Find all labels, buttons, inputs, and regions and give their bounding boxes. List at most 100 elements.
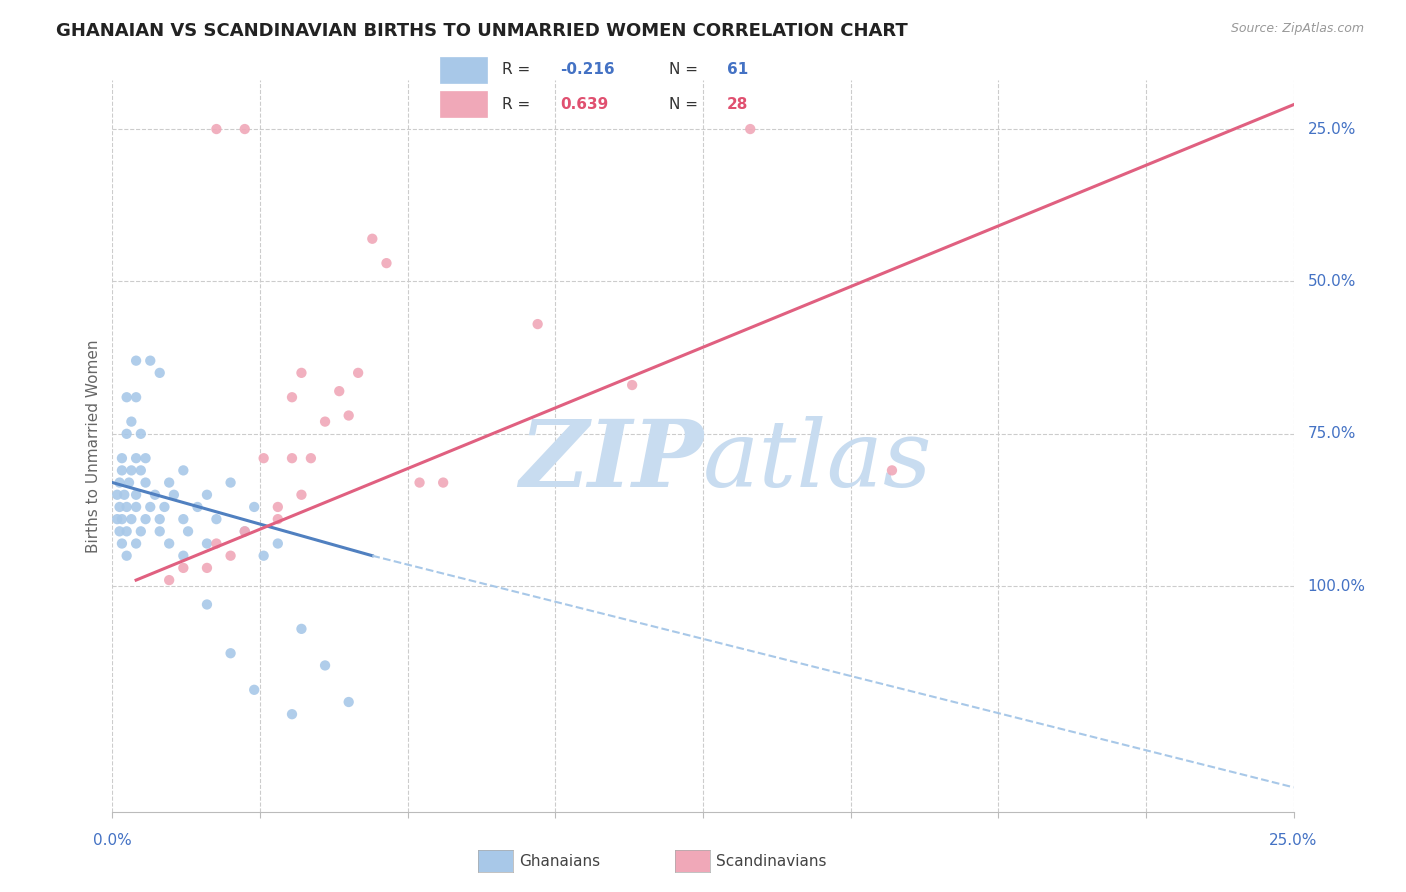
Point	[408, 475, 430, 490]
Point	[120, 512, 142, 526]
Text: 0.0%: 0.0%	[93, 833, 132, 848]
Point	[115, 500, 138, 514]
Point	[172, 549, 194, 563]
Point	[115, 390, 138, 404]
Point	[112, 488, 135, 502]
Point	[111, 536, 134, 550]
Point	[163, 488, 186, 502]
Point	[195, 488, 218, 502]
Point	[205, 512, 228, 526]
Point	[186, 500, 208, 514]
Point	[115, 549, 138, 563]
Point	[157, 475, 180, 490]
Point	[177, 524, 200, 539]
Point	[157, 573, 180, 587]
Point	[253, 549, 276, 563]
Text: -0.216: -0.216	[561, 62, 614, 77]
Point	[281, 390, 304, 404]
Text: 100.0%: 100.0%	[1308, 579, 1365, 594]
Point	[153, 500, 176, 514]
Point	[205, 122, 228, 136]
Point	[195, 598, 218, 612]
Point	[243, 682, 266, 697]
Text: 0.639: 0.639	[561, 97, 609, 112]
Text: Ghanaians: Ghanaians	[519, 855, 600, 869]
Text: 25.0%: 25.0%	[1308, 121, 1355, 136]
Point	[281, 707, 304, 722]
Point	[149, 524, 172, 539]
Point	[219, 475, 242, 490]
Text: Source: ZipAtlas.com: Source: ZipAtlas.com	[1230, 22, 1364, 36]
Point	[219, 646, 242, 660]
Point	[281, 451, 304, 466]
Text: GHANAIAN VS SCANDINAVIAN BIRTHS TO UNMARRIED WOMEN CORRELATION CHART: GHANAIAN VS SCANDINAVIAN BIRTHS TO UNMAR…	[56, 22, 908, 40]
Point	[337, 409, 360, 423]
Text: ZIP: ZIP	[519, 416, 703, 506]
Point	[135, 451, 157, 466]
Text: N =: N =	[669, 62, 703, 77]
Point	[267, 536, 290, 550]
Point	[108, 500, 131, 514]
Point	[115, 524, 138, 539]
Point	[195, 561, 218, 575]
Point	[129, 463, 152, 477]
Point	[172, 512, 194, 526]
Point	[195, 536, 218, 550]
Point	[120, 415, 142, 429]
Text: N =: N =	[669, 97, 703, 112]
Point	[129, 426, 152, 441]
Y-axis label: Births to Unmarried Women: Births to Unmarried Women	[86, 339, 101, 553]
Point	[328, 384, 350, 399]
Text: R =: R =	[502, 97, 536, 112]
Point	[139, 500, 162, 514]
Point	[129, 524, 152, 539]
Point	[375, 256, 398, 270]
Point	[253, 451, 276, 466]
Point	[290, 488, 312, 502]
Point	[118, 475, 141, 490]
Point	[157, 536, 180, 550]
Point	[108, 475, 131, 490]
Point	[347, 366, 370, 380]
Point	[139, 353, 162, 368]
Point	[243, 500, 266, 514]
Text: Scandinavians: Scandinavians	[716, 855, 827, 869]
Point	[172, 463, 194, 477]
Point	[337, 695, 360, 709]
Text: 28: 28	[727, 97, 748, 112]
Point	[267, 512, 290, 526]
Point	[233, 122, 256, 136]
Point	[125, 536, 148, 550]
Text: atlas: atlas	[703, 416, 932, 506]
Point	[120, 463, 142, 477]
Point	[125, 353, 148, 368]
Point	[290, 622, 312, 636]
Point	[233, 524, 256, 539]
Point	[135, 512, 157, 526]
Point	[432, 475, 454, 490]
Text: 25.0%: 25.0%	[1270, 833, 1317, 848]
Point	[135, 475, 157, 490]
Point	[111, 463, 134, 477]
Point	[143, 488, 166, 502]
Point	[219, 549, 242, 563]
Point	[267, 500, 290, 514]
Point	[105, 512, 128, 526]
Point	[149, 366, 172, 380]
Text: 75.0%: 75.0%	[1308, 426, 1355, 442]
Point	[880, 463, 903, 477]
Point	[172, 561, 194, 575]
Point	[314, 415, 336, 429]
Point	[621, 378, 644, 392]
Text: 50.0%: 50.0%	[1308, 274, 1355, 289]
Point	[125, 500, 148, 514]
Point	[115, 426, 138, 441]
Bar	[440, 57, 486, 83]
Point	[108, 524, 131, 539]
Point	[125, 488, 148, 502]
Point	[233, 524, 256, 539]
Point	[111, 512, 134, 526]
Point	[290, 366, 312, 380]
Point	[125, 451, 148, 466]
Point	[105, 488, 128, 502]
